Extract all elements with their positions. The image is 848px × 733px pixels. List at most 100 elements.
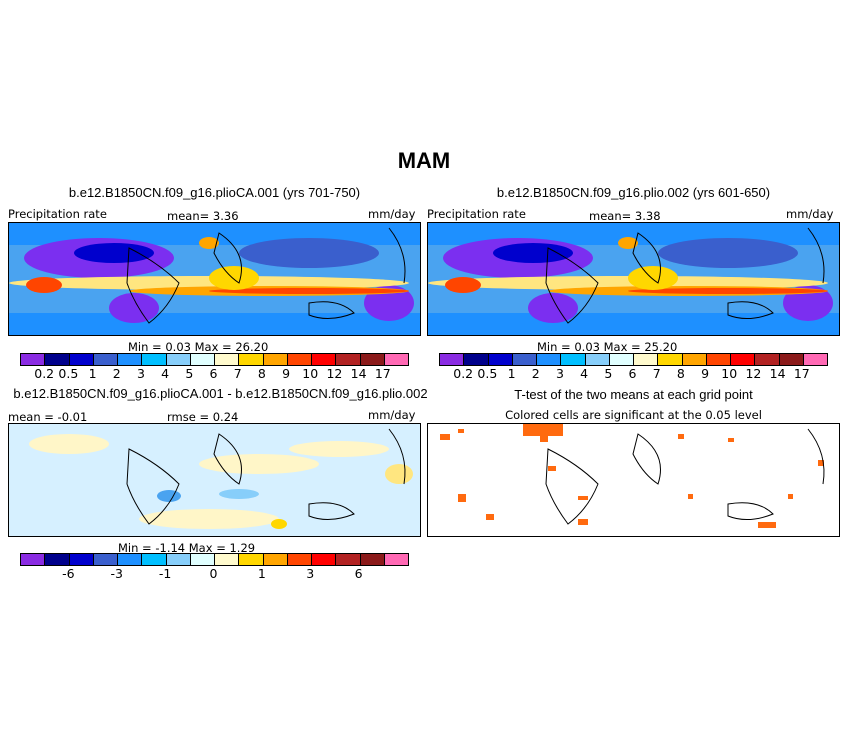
colorbar-swatch bbox=[21, 554, 46, 565]
colorbar-tick-label: 10 bbox=[302, 366, 319, 381]
colorbar-swatch bbox=[803, 354, 827, 365]
colorbar-tick-label: 6 bbox=[628, 366, 637, 381]
colorbar-tick-label: 2 bbox=[112, 366, 121, 381]
colorbar-swatch bbox=[336, 354, 361, 365]
mean-label-top-right: mean= 3.38 bbox=[589, 209, 661, 223]
colorbar-ticks-top-left: 0.2 0.5 1 2 3 4 5 6 7 8 9 10 12 14 17 bbox=[20, 366, 407, 381]
colorbar-tick-label: -1 bbox=[158, 566, 172, 581]
panel-subtitle-bottom-right: Colored cells are significant at the 0.0… bbox=[505, 408, 762, 422]
precip-field-svg-right bbox=[428, 223, 839, 335]
colorbar-swatch bbox=[69, 554, 94, 565]
colorbar-swatch bbox=[609, 354, 634, 365]
colorbar-swatch bbox=[682, 354, 707, 365]
colorbar-top-right bbox=[439, 353, 828, 366]
colorbar-swatch bbox=[93, 354, 118, 365]
colorbar-tick-label: 5 bbox=[185, 366, 194, 381]
difference-field-svg bbox=[9, 424, 420, 536]
colorbar-tick-label: 0.2 bbox=[34, 366, 55, 381]
colorbar-swatch bbox=[360, 354, 385, 365]
minmax-label-top-left: Min = 0.03 Max = 26.20 bbox=[128, 340, 269, 354]
precip-field-svg bbox=[9, 223, 420, 335]
colorbar-swatch bbox=[440, 354, 465, 365]
colorbar-tick-label: 12 bbox=[326, 366, 343, 381]
variable-label-top-right: Precipitation rate bbox=[427, 207, 526, 221]
colorbar-swatch bbox=[488, 354, 513, 365]
colorbar-swatch bbox=[706, 354, 731, 365]
ttest-map bbox=[427, 423, 840, 537]
colorbar-tick-label: 7 bbox=[233, 366, 242, 381]
colorbar-tick-label: 17 bbox=[374, 366, 391, 381]
colorbar-tick-label: 3 bbox=[136, 366, 145, 381]
colorbar-top-left bbox=[20, 353, 409, 366]
minmax-label-bottom-left: Min = -1.14 Max = 1.29 bbox=[118, 541, 256, 555]
colorbar-swatch bbox=[45, 554, 70, 565]
colorbar-tick-label: 1 bbox=[257, 566, 266, 581]
colorbar-tick-label: 3 bbox=[555, 366, 564, 381]
colorbar-tick-label: -6 bbox=[62, 566, 75, 581]
colorbar-swatch bbox=[118, 354, 143, 365]
colorbar-swatch bbox=[142, 354, 167, 365]
variable-label-top-left: Precipitation rate bbox=[8, 207, 107, 221]
colorbar-tick-label: 14 bbox=[769, 366, 786, 381]
colorbar-swatch bbox=[118, 554, 143, 565]
colorbar-swatch bbox=[634, 354, 659, 365]
colorbar-swatch bbox=[166, 354, 191, 365]
units-label-top-left: mm/day bbox=[368, 207, 416, 221]
colorbar-tick-label: 3 bbox=[306, 566, 315, 581]
colorbar-swatch bbox=[336, 554, 361, 565]
colorbar-swatch bbox=[93, 554, 118, 565]
colorbar-swatch bbox=[239, 354, 264, 365]
colorbar-swatch bbox=[755, 354, 780, 365]
panel-title-top-left: b.e12.B1850CN.f09_g16.plioCA.001 (yrs 70… bbox=[68, 185, 361, 200]
colorbar-tick-label: 4 bbox=[161, 366, 170, 381]
colorbar-tick-label: 2 bbox=[531, 366, 540, 381]
panel-title-bottom-left: b.e12.B1850CN.f09_g16.plioCA.001 - b.e12… bbox=[13, 386, 428, 401]
colorbar-swatch bbox=[287, 554, 312, 565]
units-label-top-right: mm/day bbox=[786, 207, 834, 221]
colorbar-tick-label: 17 bbox=[793, 366, 810, 381]
colorbar-swatch bbox=[658, 354, 683, 365]
colorbar-tick-label: 0 bbox=[209, 566, 218, 581]
minmax-label-top-right: Min = 0.03 Max = 25.20 bbox=[537, 340, 678, 354]
colorbar-swatch bbox=[239, 554, 264, 565]
colorbar-ticks-top-right: 0.2 0.5 1 2 3 4 5 6 7 8 9 10 12 14 17 bbox=[439, 366, 826, 381]
colorbar-ticks-bottom-left: -6 -3 -1 0 1 3 6 bbox=[20, 566, 407, 581]
difference-map bbox=[8, 423, 421, 537]
mean-label-bottom-left: mean = -0.01 bbox=[8, 410, 88, 424]
colorbar-swatch bbox=[69, 354, 94, 365]
panel-title-bottom-right: T-test of the two means at each grid poi… bbox=[514, 387, 753, 402]
colorbar-tick-label: 6 bbox=[209, 366, 218, 381]
colorbar-swatch bbox=[215, 554, 240, 565]
colorbar-tick-label: 9 bbox=[701, 366, 710, 381]
panel-title-top-right: b.e12.B1850CN.f09_g16.plio.002 (yrs 601-… bbox=[496, 185, 771, 200]
colorbar-tick-label: 6 bbox=[354, 566, 363, 581]
colorbar-tick-label: 14 bbox=[350, 366, 367, 381]
colorbar-swatch bbox=[779, 354, 804, 365]
colorbar-tick-label: 0.5 bbox=[477, 366, 498, 381]
colorbar-swatch bbox=[45, 354, 70, 365]
colorbar-swatch bbox=[166, 554, 191, 565]
colorbar-tick-label: 4 bbox=[580, 366, 589, 381]
colorbar-swatch bbox=[190, 554, 215, 565]
mean-label-top-left: mean= 3.36 bbox=[167, 209, 239, 223]
colorbar-tick-label: 5 bbox=[604, 366, 613, 381]
colorbar-swatch bbox=[731, 354, 756, 365]
colorbar-swatch bbox=[384, 354, 408, 365]
colorbar-swatch bbox=[263, 354, 288, 365]
colorbar-tick-label: 0.2 bbox=[453, 366, 474, 381]
colorbar-tick-label: 0.5 bbox=[58, 366, 79, 381]
colorbar-bottom-left bbox=[20, 553, 409, 566]
colorbar-swatch bbox=[585, 354, 610, 365]
colorbar-swatch bbox=[190, 354, 215, 365]
colorbar-swatch bbox=[312, 554, 337, 565]
colorbar-swatch bbox=[561, 354, 586, 365]
colorbar-tick-label: 8 bbox=[257, 366, 266, 381]
colorbar-swatch bbox=[384, 554, 408, 565]
colorbar-swatch bbox=[360, 554, 385, 565]
precip-map-top-right bbox=[427, 222, 840, 336]
colorbar-swatch bbox=[537, 354, 562, 365]
precip-map-top-left bbox=[8, 222, 421, 336]
colorbar-tick-label: 12 bbox=[745, 366, 762, 381]
colorbar-swatch bbox=[142, 554, 167, 565]
ttest-field-svg bbox=[428, 424, 839, 536]
